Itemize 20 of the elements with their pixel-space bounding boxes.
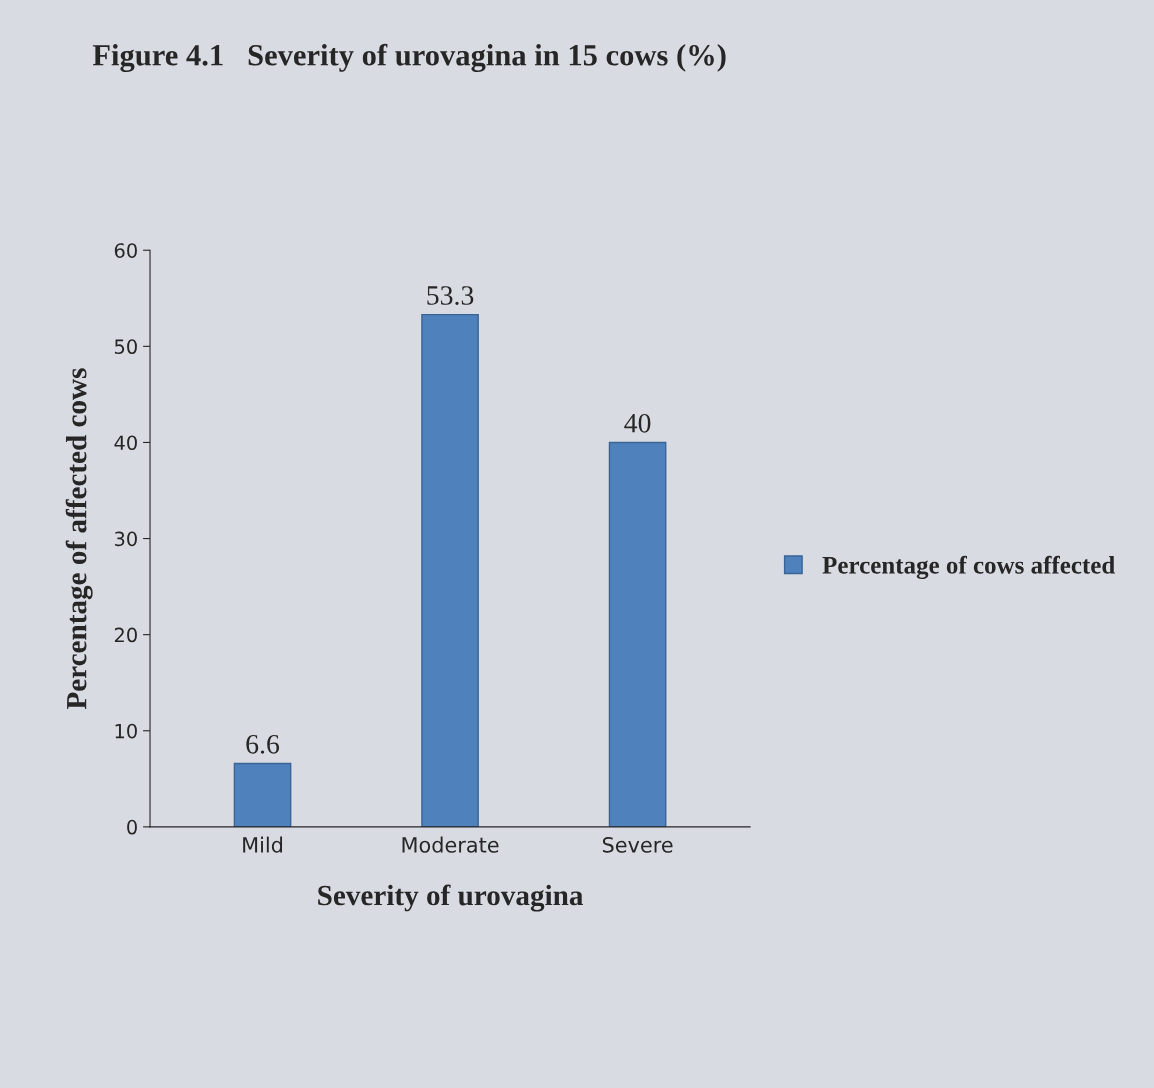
y-tick-label: 50 xyxy=(114,339,137,355)
x-tick-label: Severe xyxy=(602,836,673,853)
x-tick-label: Mild xyxy=(243,836,283,853)
chart-title: Figure 4.1 Severity of urovagina in 15 cows (%) xyxy=(92,43,726,73)
data-label: 6.6 xyxy=(246,734,280,754)
x-tick-label: Moderate xyxy=(402,836,499,853)
y-tick-label: 0 xyxy=(127,819,137,835)
legend-label: Percentage of cows affected xyxy=(822,555,1115,579)
y-tick-label: 10 xyxy=(115,723,137,739)
y-tick-label: 40 xyxy=(114,435,137,451)
y-axis-title: Percentage of affected cows xyxy=(65,368,93,710)
y-tick-label: 20 xyxy=(114,627,137,643)
bar xyxy=(608,441,667,827)
data-label: 53.3 xyxy=(427,286,474,305)
bar xyxy=(421,313,479,827)
y-tick-label: 60 xyxy=(114,243,137,258)
bar xyxy=(233,762,292,827)
data-label: 40 xyxy=(624,413,651,433)
y-tick-label: 30 xyxy=(114,531,137,547)
x-axis-title: Severity of urovagina xyxy=(318,884,584,912)
